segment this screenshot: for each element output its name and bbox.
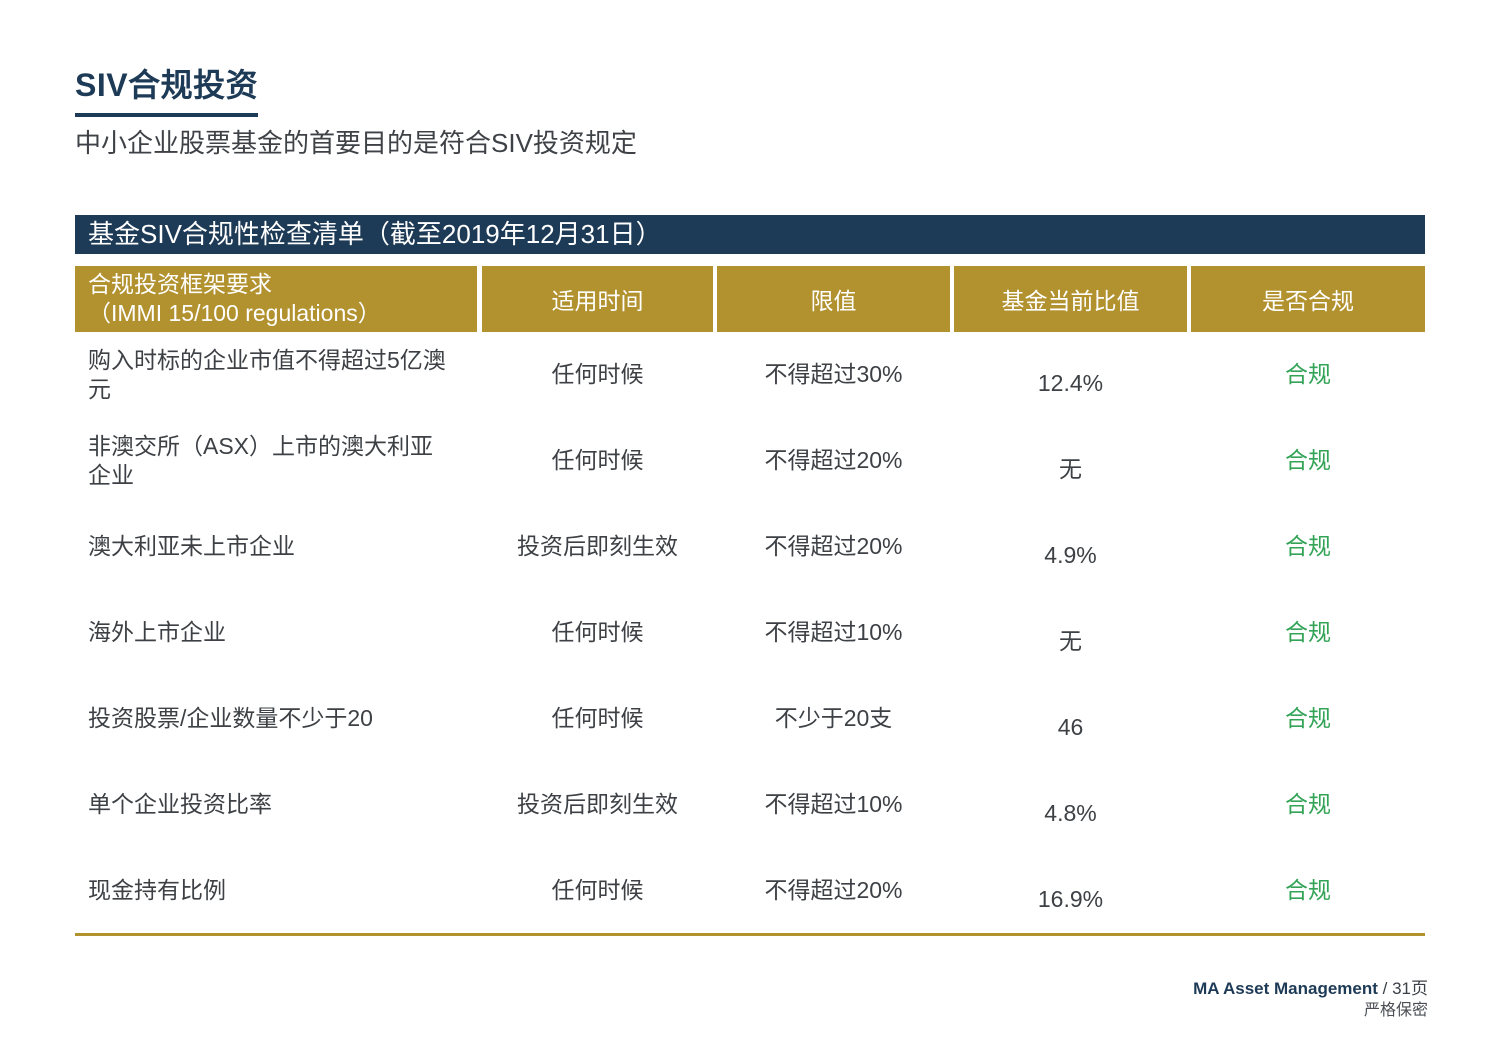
- cell-requirement: 投资股票/企业数量不少于20: [88, 704, 373, 731]
- footer-company-page: MA Asset Management / 31页: [1193, 978, 1428, 1000]
- column-header-limit: 限值: [717, 266, 950, 332]
- cell-time: 任何时候: [551, 361, 644, 388]
- cell-requirement: 单个企业投资比率: [88, 790, 272, 817]
- table-row: 海外上市企业 任何时候 不得超过10% 无 合规: [75, 590, 1425, 676]
- cell-limit: 不得超过30%: [764, 361, 903, 388]
- cell-requirement: 海外上市企业: [88, 619, 226, 645]
- table-row: 现金持有比例 任何时候 不得超过20% 16.9% 合规: [75, 847, 1425, 933]
- table-row: 澳大利亚未上市企业 投资后即刻生效 不得超过20% 4.9% 合规: [75, 504, 1425, 590]
- cell-status: 合规: [1285, 704, 1331, 731]
- cell-status: 合规: [1285, 361, 1331, 388]
- cell-time: 任何时候: [551, 704, 644, 731]
- cell-current: 无: [1059, 456, 1082, 483]
- cell-current: 16.9%: [1037, 885, 1104, 912]
- cell-current: 4.9%: [1044, 542, 1097, 569]
- cell-time: 任何时候: [551, 619, 644, 645]
- cell-requirement: 现金持有比例: [88, 876, 226, 903]
- cell-limit: 不得超过10%: [764, 619, 903, 645]
- table-row: 购入时标的企业市值不得超过5亿澳元 任何时候 不得超过30% 12.4% 合规: [75, 332, 1425, 418]
- cell-requirement: 澳大利亚未上市企业: [88, 533, 295, 560]
- cell-status: 合规: [1285, 447, 1331, 474]
- cell-time: 任何时候: [551, 876, 644, 903]
- footer-page-number: / 31页: [1377, 979, 1428, 998]
- cell-current: 46: [1057, 713, 1084, 740]
- cell-time: 投资后即刻生效: [517, 790, 678, 817]
- cell-limit: 不少于20支: [774, 704, 893, 731]
- column-header-current-ratio: 基金当前比值: [954, 266, 1187, 332]
- column-header-applicable-time: 适用时间: [482, 266, 713, 332]
- table-body: 购入时标的企业市值不得超过5亿澳元 任何时候 不得超过30% 12.4% 合规 …: [75, 332, 1425, 933]
- cell-requirement: 购入时标的企业市值不得超过5亿澳元: [88, 346, 446, 402]
- cell-current: 4.8%: [1044, 799, 1097, 826]
- table-header-row: 合规投资框架要求 （IMMI 15/100 regulations） 适用时间 …: [75, 266, 1425, 332]
- cell-status: 合规: [1285, 790, 1331, 817]
- cell-limit: 不得超过20%: [764, 533, 903, 560]
- page-title: SIV合规投资: [75, 66, 259, 118]
- cell-status: 合规: [1285, 533, 1331, 560]
- table-row: 非澳交所（ASX）上市的澳大利亚企业 任何时候 不得超过20% 无 合规: [75, 418, 1425, 504]
- footer-company-name: MA Asset Management: [1193, 979, 1378, 998]
- footer-confidential-label: 严格保密: [1363, 1002, 1428, 1019]
- table-banner: 基金SIV合规性检查清单（截至2019年12月31日）: [75, 215, 1425, 254]
- cell-current: 无: [1059, 628, 1082, 654]
- column-header-requirement-line2: （IMMI 15/100 regulations）: [88, 300, 381, 326]
- cell-requirement: 非澳交所（ASX）上市的澳大利亚企业: [88, 432, 434, 488]
- table-row: 单个企业投资比率 投资后即刻生效 不得超过10% 4.8% 合规: [75, 761, 1425, 847]
- cell-limit: 不得超过10%: [764, 790, 903, 817]
- cell-time: 投资后即刻生效: [517, 533, 678, 560]
- slide-footer: MA Asset Management / 31页 严格保密: [1193, 978, 1428, 1022]
- cell-limit: 不得超过20%: [764, 876, 903, 903]
- cell-status: 合规: [1285, 876, 1331, 903]
- page-subtitle: 中小企业股票基金的首要目的是符合SIV投资规定: [75, 128, 637, 158]
- column-header-compliant: 是否合规: [1191, 266, 1425, 332]
- column-header-requirement-line1: 合规投资框架要求: [88, 271, 272, 297]
- cell-limit: 不得超过20%: [764, 447, 903, 474]
- cell-time: 任何时候: [551, 447, 644, 474]
- cell-current: 12.4%: [1037, 370, 1104, 397]
- table-row: 投资股票/企业数量不少于20 任何时候 不少于20支 46 合规: [75, 675, 1425, 761]
- footer-divider-rule: [75, 933, 1425, 936]
- cell-status: 合规: [1285, 619, 1331, 645]
- column-header-requirement: 合规投资框架要求 （IMMI 15/100 regulations）: [75, 266, 477, 332]
